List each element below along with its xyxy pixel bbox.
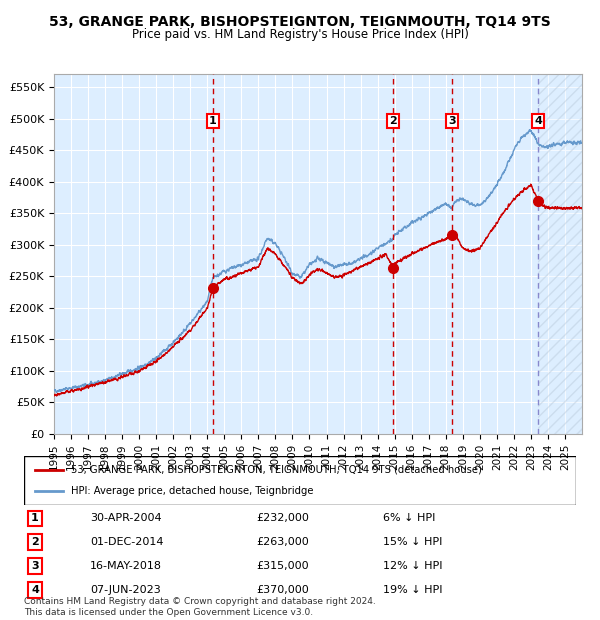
Text: 2: 2 (31, 537, 39, 547)
Text: 1: 1 (209, 116, 217, 126)
Text: HPI: Average price, detached house, Teignbridge: HPI: Average price, detached house, Teig… (71, 487, 313, 497)
Text: £263,000: £263,000 (256, 537, 308, 547)
Text: £232,000: £232,000 (256, 513, 309, 523)
Text: 01-DEC-2014: 01-DEC-2014 (90, 537, 164, 547)
Text: 2: 2 (389, 116, 397, 126)
Text: 16-MAY-2018: 16-MAY-2018 (90, 561, 162, 571)
Text: 07-JUN-2023: 07-JUN-2023 (90, 585, 161, 595)
Text: £370,000: £370,000 (256, 585, 308, 595)
Text: 30-APR-2004: 30-APR-2004 (90, 513, 162, 523)
Text: 3: 3 (448, 116, 456, 126)
Text: 15% ↓ HPI: 15% ↓ HPI (383, 537, 442, 547)
Text: Price paid vs. HM Land Registry's House Price Index (HPI): Price paid vs. HM Land Registry's House … (131, 28, 469, 41)
Text: £315,000: £315,000 (256, 561, 308, 571)
Text: Contains HM Land Registry data © Crown copyright and database right 2024.
This d: Contains HM Land Registry data © Crown c… (24, 598, 376, 617)
Text: 12% ↓ HPI: 12% ↓ HPI (383, 561, 442, 571)
Text: 4: 4 (31, 585, 39, 595)
Text: 53, GRANGE PARK, BISHOPSTEIGNTON, TEIGNMOUTH, TQ14 9TS: 53, GRANGE PARK, BISHOPSTEIGNTON, TEIGNM… (49, 16, 551, 30)
Text: 53, GRANGE PARK, BISHOPSTEIGNTON, TEIGNMOUTH, TQ14 9TS (detached house): 53, GRANGE PARK, BISHOPSTEIGNTON, TEIGNM… (71, 464, 482, 474)
Text: 6% ↓ HPI: 6% ↓ HPI (383, 513, 435, 523)
Text: 19% ↓ HPI: 19% ↓ HPI (383, 585, 442, 595)
Text: 4: 4 (534, 116, 542, 126)
Text: 1: 1 (31, 513, 39, 523)
Text: 3: 3 (31, 561, 39, 571)
